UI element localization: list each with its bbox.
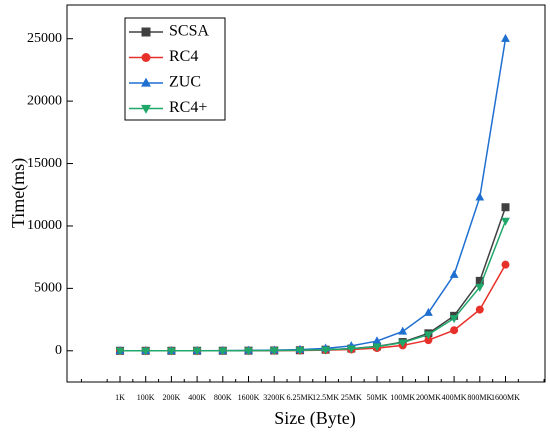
y-tick-label: 25000	[27, 31, 62, 46]
marker	[450, 326, 459, 335]
series-line	[119, 206, 507, 352]
marker	[372, 343, 382, 352]
marker	[167, 347, 176, 356]
x-tick-label: 100K	[137, 393, 155, 402]
marker	[346, 345, 356, 354]
marker	[141, 53, 151, 62]
marker	[501, 33, 510, 42]
marker	[501, 203, 510, 212]
marker	[141, 77, 151, 87]
y-tick-label: 0	[55, 343, 62, 358]
marker	[115, 347, 125, 356]
x-tick-label: 400MK	[442, 393, 467, 402]
marker	[321, 346, 330, 355]
legend-label: RC4	[169, 48, 198, 65]
marker	[269, 347, 279, 356]
x-tick-label: 12.5MK	[312, 393, 339, 402]
plot-frame	[66, 4, 546, 383]
marker	[475, 276, 484, 285]
marker	[372, 336, 382, 345]
marker	[141, 104, 151, 114]
x-tick-label: 400K	[188, 393, 206, 402]
x-tick-label: 100MK	[390, 393, 415, 402]
marker	[424, 331, 433, 340]
marker	[424, 336, 433, 345]
legend-label: SCSA	[169, 23, 209, 40]
series-line	[119, 220, 507, 352]
legend-label: RC4+	[169, 99, 207, 116]
x-tick-label: 25MK	[341, 393, 362, 402]
marker	[449, 315, 459, 324]
marker	[475, 305, 484, 314]
y-tick-label: 20000	[27, 93, 62, 108]
x-tick-label: 50MK	[367, 393, 388, 402]
marker	[475, 192, 485, 201]
marker	[501, 217, 510, 226]
marker	[449, 269, 459, 278]
x-tick-label: 6.25MK	[286, 393, 313, 402]
y-axis-label: Time(ms)	[8, 158, 29, 228]
marker	[244, 347, 253, 356]
series-line	[119, 264, 507, 352]
marker	[398, 339, 408, 348]
marker	[141, 347, 151, 356]
marker	[398, 326, 408, 335]
legend-label: ZUC	[169, 74, 201, 91]
x-tick-label: 200MK	[416, 393, 441, 402]
x-axis-label: Size (Byte)	[274, 408, 355, 429]
x-tick-label: 200K	[163, 393, 181, 402]
marker	[475, 283, 485, 292]
y-tick-label: 5000	[34, 281, 62, 296]
x-tick-label: 800K	[214, 393, 232, 402]
x-tick-label: 1600MK	[491, 393, 520, 402]
marker	[501, 260, 510, 269]
marker	[218, 347, 228, 356]
x-tick-label: 3200K	[263, 393, 285, 402]
y-tick-label: 10000	[27, 218, 62, 233]
x-tick-label: 800MK	[467, 393, 492, 402]
x-tick-label: 1K	[115, 393, 125, 402]
marker	[141, 27, 151, 37]
marker	[295, 347, 305, 356]
x-tick-label: 1600K	[238, 393, 260, 402]
marker	[424, 307, 433, 316]
marker	[192, 347, 202, 356]
y-tick-label: 15000	[27, 156, 62, 171]
